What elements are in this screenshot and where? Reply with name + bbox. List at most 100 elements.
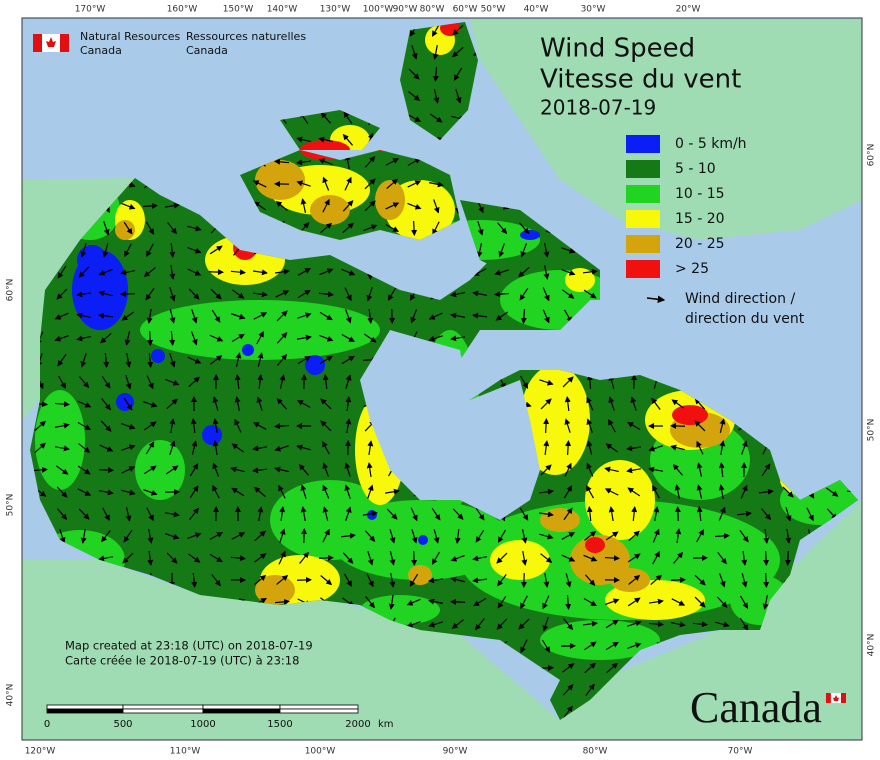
wind-arrow bbox=[367, 440, 374, 456]
wind-arrow bbox=[561, 247, 576, 254]
wind-arrow bbox=[714, 532, 730, 539]
wind-arrow bbox=[543, 418, 550, 434]
wind-arrow bbox=[472, 555, 487, 562]
wind-arrow bbox=[497, 529, 507, 543]
wind-arrow bbox=[519, 507, 529, 521]
wind-arrow bbox=[563, 618, 574, 631]
wind-arrow bbox=[297, 289, 311, 299]
united-states bbox=[22, 500, 862, 740]
zone bbox=[202, 425, 222, 445]
wind-arrow bbox=[212, 462, 220, 477]
wind-arrow bbox=[386, 508, 398, 520]
wind-arrow bbox=[169, 264, 176, 280]
wind-arrow bbox=[694, 420, 706, 432]
wind-arrow bbox=[169, 242, 176, 258]
wind-arrow bbox=[274, 598, 290, 605]
wind-arrow bbox=[388, 594, 395, 610]
wind-arrow bbox=[145, 441, 155, 455]
wind-arrow bbox=[739, 529, 749, 543]
wind-arrow bbox=[165, 533, 180, 540]
wind-arrow bbox=[718, 462, 725, 478]
wind-arrow bbox=[453, 67, 463, 81]
wind-arrow bbox=[103, 221, 110, 236]
wind-arrow bbox=[125, 375, 132, 390]
wind-arrow bbox=[540, 553, 553, 563]
wind-arrow bbox=[672, 463, 683, 476]
wind-arrow bbox=[257, 374, 264, 390]
wind-arrow bbox=[147, 529, 154, 544]
wind-arrow bbox=[650, 574, 663, 586]
wind-arrow bbox=[101, 375, 111, 389]
wind-arrow bbox=[608, 396, 615, 411]
frame bbox=[21, 17, 863, 741]
wind-arrow bbox=[253, 486, 266, 497]
wind-arrow bbox=[125, 353, 132, 368]
wind-arrow bbox=[100, 332, 112, 344]
wind-arrow bbox=[385, 202, 400, 210]
wind-arrow bbox=[563, 485, 573, 499]
greenland bbox=[470, 20, 862, 240]
wind-arrow bbox=[385, 158, 400, 166]
wind-arrow bbox=[235, 352, 242, 367]
wind-arrow bbox=[121, 444, 136, 451]
map-date: 2018-07-19 bbox=[540, 96, 656, 120]
wind-arrow bbox=[450, 335, 466, 342]
wind-arrow bbox=[252, 422, 267, 430]
wind-arrow bbox=[628, 574, 641, 585]
wind-arrow bbox=[98, 268, 113, 276]
wind-arrow bbox=[345, 506, 352, 521]
legend-label: 10 - 15 bbox=[675, 186, 725, 202]
wind-arrow bbox=[190, 331, 198, 346]
wind-arrow bbox=[143, 465, 157, 475]
wind-arrow bbox=[256, 330, 264, 345]
wind-arrow bbox=[455, 89, 462, 104]
wind-arrow bbox=[188, 376, 200, 388]
wind-arrow bbox=[389, 573, 396, 588]
longitude-label: 120°W bbox=[25, 747, 56, 757]
wind-arrow bbox=[121, 311, 135, 321]
wind-arrow bbox=[231, 333, 245, 343]
wind-arrow bbox=[406, 621, 421, 628]
wind-arrow bbox=[604, 555, 620, 562]
longitude-label: 100°W bbox=[305, 747, 336, 757]
wind-arrow bbox=[296, 444, 311, 451]
wind-arrow bbox=[210, 355, 223, 365]
wind-arrow bbox=[322, 484, 330, 499]
wind-arrow bbox=[407, 202, 422, 210]
legend-label: 0 - 5 km/h bbox=[675, 136, 747, 152]
wind-arrow bbox=[279, 528, 286, 543]
wind-arrow bbox=[433, 89, 440, 104]
wind-arrow bbox=[322, 198, 330, 213]
country-fr: Canada bbox=[186, 44, 228, 57]
wind-arrow bbox=[653, 506, 660, 521]
wind-arrow bbox=[297, 355, 311, 365]
wind-arrow bbox=[190, 418, 197, 434]
wind-arrow bbox=[169, 330, 176, 346]
wind-arrow bbox=[58, 375, 66, 389]
wind-arrow bbox=[121, 489, 136, 496]
wind-arrow bbox=[120, 291, 136, 298]
longitude-label: 30°W bbox=[581, 5, 606, 15]
wind-arrow bbox=[275, 290, 290, 298]
wind-arrow bbox=[189, 463, 199, 477]
wind-arrow bbox=[630, 396, 637, 411]
scale-segment bbox=[122, 704, 204, 710]
wind-arrow bbox=[54, 445, 70, 452]
wind-arrow bbox=[300, 506, 307, 521]
wind-arrow bbox=[762, 595, 769, 610]
longitude-label: 70°W bbox=[728, 747, 753, 757]
longitude-label: 20°W bbox=[676, 5, 701, 15]
wind-arrow bbox=[120, 269, 135, 276]
wind-arrow bbox=[364, 178, 376, 190]
longitude-label: 80°W bbox=[583, 747, 608, 757]
wind-arrow bbox=[472, 268, 487, 276]
legend-arrow bbox=[646, 295, 666, 303]
wind-arrow bbox=[296, 334, 312, 341]
wind-arrow bbox=[410, 507, 418, 522]
wind-arrow bbox=[121, 423, 136, 430]
wind-arrow bbox=[496, 618, 508, 630]
longitude-label: 160°W bbox=[167, 5, 198, 15]
wind-arrow bbox=[54, 335, 69, 342]
wind-arrow bbox=[55, 465, 69, 475]
wind-arrow bbox=[432, 66, 439, 82]
